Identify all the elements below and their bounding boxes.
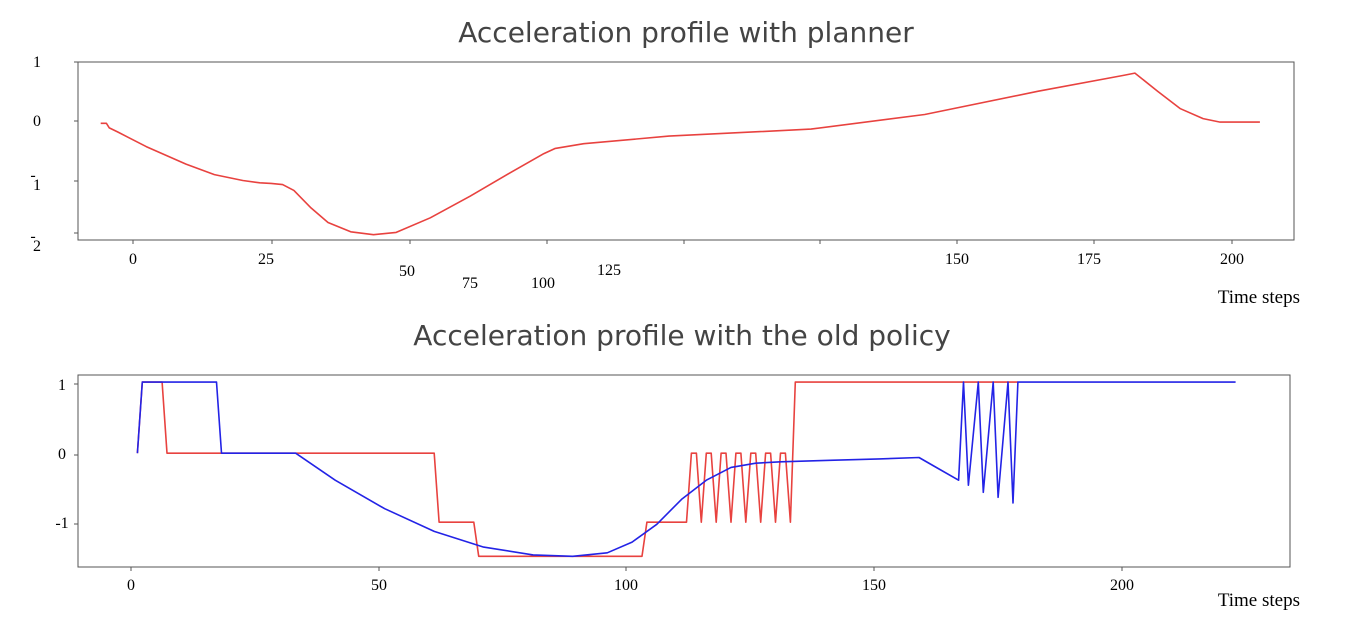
old-policy-y-tick-label: -1 [55,515,68,532]
old-policy-y-axis: 1 0 -1 [55,377,78,532]
planner-x-tick-label: 75 [462,275,478,292]
planner-y-tick-label: 0 [33,113,41,130]
planner-x-tick-label: 100 [531,275,555,292]
old-policy-x-tick-label: 0 [127,577,135,594]
old-policy-y-tick-label: 1 [58,377,66,394]
planner-x-axis-label: Time steps [1218,287,1300,308]
planner-y-axis: 1 0 -1 -2 [30,54,78,255]
old-policy-x-tick-label: 100 [614,577,638,594]
old-policy-x-tick-label: 200 [1110,577,1134,594]
old-policy-x-axis: 0 50 100 150 200 [127,567,1134,594]
old-policy-x-tick-label: 150 [862,577,886,594]
planner-x-tick-label: 150 [945,251,969,268]
planner-x-tick-label: 200 [1220,251,1244,268]
planner-plot-frame [77,61,1295,241]
planner-x-tick-label: 50 [399,263,415,280]
planner-y-tick-label: 1 [33,54,41,71]
planner-x-tick-label: 125 [597,262,621,279]
old-policy-series-line-2 [136,381,1236,558]
old-policy-chart-title: Acceleration profile with the old policy [413,319,950,352]
planner-x-axis: 0 25 50 75 100 125 150 175 200 [129,240,1244,292]
old-policy-x-axis-label: Time steps [1218,590,1300,611]
old-policy-x-tick-label: 50 [371,577,387,594]
planner-y-tick-label: -2 [30,228,41,255]
old-policy-series-line-1 [136,381,1018,558]
planner-series-line-1 [100,72,1260,236]
planner-chart: Acceleration profile with planner 0 25 50 7… [30,16,1300,308]
planner-x-tick-label: 0 [129,251,137,268]
planner-y-tick-label: -1 [30,167,41,194]
planner-chart-title: Acceleration profile with planner [458,16,914,49]
old-policy-series-layer [136,381,1236,558]
old-policy-chart: Acceleration profile with the old policy… [55,319,1300,611]
old-policy-y-tick-label: 0 [58,446,66,463]
old-policy-plot-frame [77,374,1291,568]
planner-x-tick-label: 175 [1077,251,1101,268]
planner-series-layer [100,72,1260,236]
planner-x-tick-label: 25 [258,251,274,268]
